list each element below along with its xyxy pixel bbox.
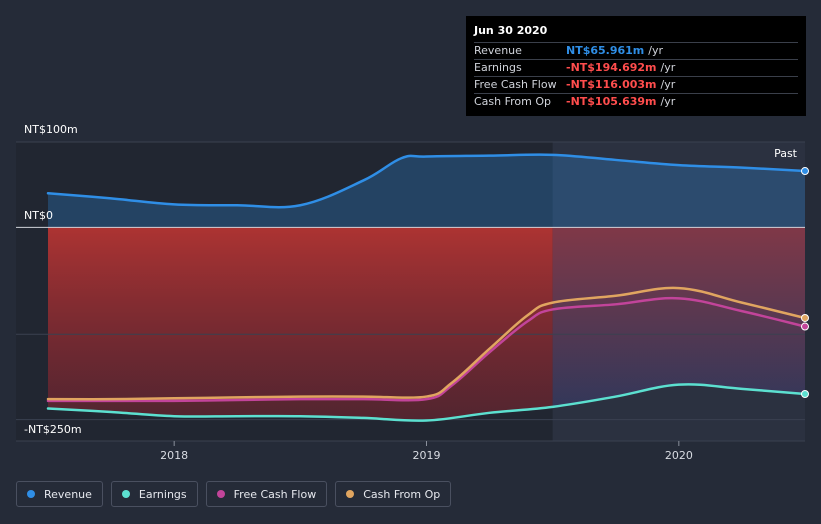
line-cash-from-op xyxy=(46,286,807,401)
marker-revenue xyxy=(801,167,809,176)
tooltip-unit: /yr xyxy=(648,44,664,57)
tooltip-label: Revenue xyxy=(474,44,522,57)
legend: Revenue Earnings Free Cash Flow Cash Fro… xyxy=(16,481,452,507)
tooltip-unit: /yr xyxy=(660,78,676,91)
tooltip-value: -NT$116.003m xyxy=(566,78,657,91)
x-tick-label: 2019 xyxy=(413,449,441,462)
tooltip-label: Free Cash Flow xyxy=(474,78,557,91)
marker-free-cash-flow xyxy=(801,322,809,331)
tooltip-row-earnings: Earnings -NT$194.692m /yr xyxy=(474,59,798,76)
line-free-cash-flow xyxy=(46,296,807,403)
tooltip-value: -NT$105.639m xyxy=(566,95,657,108)
tooltip-value: -NT$194.692m xyxy=(566,61,657,74)
tooltip-row-revenue: Revenue NT$65.961m /yr xyxy=(474,42,798,59)
x-axis: 2018 2019 2020 xyxy=(160,441,693,462)
revenue-area xyxy=(48,154,805,228)
line-earnings xyxy=(46,383,807,422)
area-fills xyxy=(48,154,805,421)
tooltip-row-cash-from-op: Cash From Op -NT$105.639m /yr xyxy=(474,93,798,110)
end-markers xyxy=(801,167,809,399)
tooltip-label: Cash From Op xyxy=(474,95,552,108)
tooltip-label: Earnings xyxy=(474,61,522,74)
x-tick-label: 2020 xyxy=(665,449,693,462)
legend-dot-icon xyxy=(27,490,35,498)
legend-label: Free Cash Flow xyxy=(233,487,317,501)
tooltip: Jun 30 2020 Revenue NT$65.961m /yr Earni… xyxy=(466,16,806,116)
series-lines xyxy=(46,153,807,422)
tooltip-unit: /yr xyxy=(660,61,676,74)
line-revenue xyxy=(46,153,807,209)
marker-cash-from-op xyxy=(801,313,809,322)
legend-label: Earnings xyxy=(138,487,187,501)
legend-dot-icon xyxy=(346,490,355,498)
legend-dot-icon xyxy=(216,490,225,498)
x-tick-label: 2018 xyxy=(160,449,188,462)
y-bottom-label: -NT$250m xyxy=(24,423,82,436)
earnings-negative-area-past xyxy=(552,227,805,407)
legend-item-earnings[interactable]: Earnings xyxy=(110,481,198,507)
y-top-label: NT$100m xyxy=(24,123,78,136)
y-zero-label: NT$0 xyxy=(24,209,53,222)
tooltip-date: Jun 30 2020 xyxy=(474,24,548,37)
past-label: Past xyxy=(774,147,798,160)
legend-label: Revenue xyxy=(44,487,92,501)
tooltip-row-free-cash-flow: Free Cash Flow -NT$116.003m /yr xyxy=(474,76,798,93)
marker-earnings xyxy=(801,390,809,399)
legend-label: Cash From Op xyxy=(363,487,441,501)
legend-item-free-cash-flow[interactable]: Free Cash Flow xyxy=(205,481,328,507)
legend-item-revenue[interactable]: Revenue xyxy=(16,481,103,507)
tooltip-unit: /yr xyxy=(660,95,676,108)
earnings-negative-area xyxy=(48,227,553,421)
legend-item-cash-from-op[interactable]: Cash From Op xyxy=(335,481,452,507)
legend-dot-icon xyxy=(121,490,130,498)
tooltip-value: NT$65.961m xyxy=(566,44,645,57)
